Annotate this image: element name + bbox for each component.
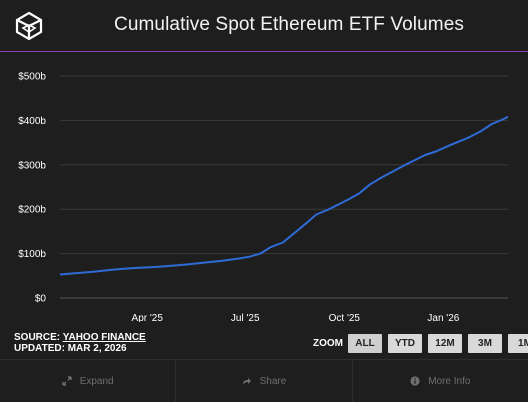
- share-icon: [242, 378, 251, 385]
- x-tick-label: Jan '26: [427, 313, 459, 322]
- y-tick-label: $400b: [18, 116, 46, 127]
- zoom-12m-button[interactable]: 12M: [428, 333, 462, 353]
- more-info-label: More Info: [428, 375, 471, 387]
- y-tick-label: $100b: [18, 249, 46, 260]
- share-button[interactable]: Share: [176, 360, 353, 402]
- more-info-button[interactable]: More Info: [353, 360, 528, 402]
- expand-label: Expand: [79, 375, 114, 387]
- expand-icon: [62, 376, 72, 386]
- y-tick-labels: $0 $100b $200b $300b $400b $500b: [18, 72, 46, 305]
- zoom-all-button[interactable]: ALL: [348, 333, 382, 353]
- x-tick-label: Jul '25: [231, 313, 260, 322]
- zoom-1m-button[interactable]: 1M: [508, 333, 528, 353]
- line-chart: $0 $100b $200b $300b $400b $500b Apr '25 Jul '…: [18, 72, 509, 322]
- info-icon: [410, 376, 420, 386]
- y-tick-label: $500b: [18, 72, 46, 83]
- series-line: [59, 115, 509, 276]
- footer-bar: Expand Share More Info: [0, 359, 528, 402]
- y-tick-label: $300b: [18, 160, 46, 171]
- source-link[interactable]: YAHOO FINANCE: [62, 332, 146, 343]
- source-label: SOURCE:: [14, 332, 61, 343]
- zoom-3m-button[interactable]: 3M: [468, 333, 502, 353]
- cube-logo-icon: [15, 11, 43, 41]
- y-tick-label: $0: [35, 294, 47, 305]
- x-tick-label: Oct '25: [329, 313, 361, 322]
- accent-rule: [0, 51, 528, 52]
- y-tick-label: $200b: [18, 205, 46, 216]
- updated-date: UPDATED: MAR 2, 2026: [14, 343, 127, 354]
- y-gridlines: [60, 75, 508, 299]
- source-block: SOURCE: YAHOO FINANCE UPDATED: MAR 2, 20…: [14, 332, 146, 354]
- zoom-label: ZOOM: [313, 337, 343, 349]
- zoom-ytd-button[interactable]: YTD: [388, 333, 422, 353]
- x-tick-labels: Apr '25 Jul '25 Oct '25 Jan '26: [132, 313, 460, 322]
- x-tick-label: Apr '25: [132, 313, 164, 322]
- share-label: Share: [259, 375, 287, 387]
- chart-header: Cumulative Spot Ethereum ETF Volumes: [0, 0, 528, 52]
- chart-title: Cumulative Spot Ethereum ETF Volumes: [114, 14, 464, 35]
- zoom-controls: ZOOM ALL YTD 12M 3M 1M: [313, 333, 528, 353]
- expand-button[interactable]: Expand: [0, 360, 177, 402]
